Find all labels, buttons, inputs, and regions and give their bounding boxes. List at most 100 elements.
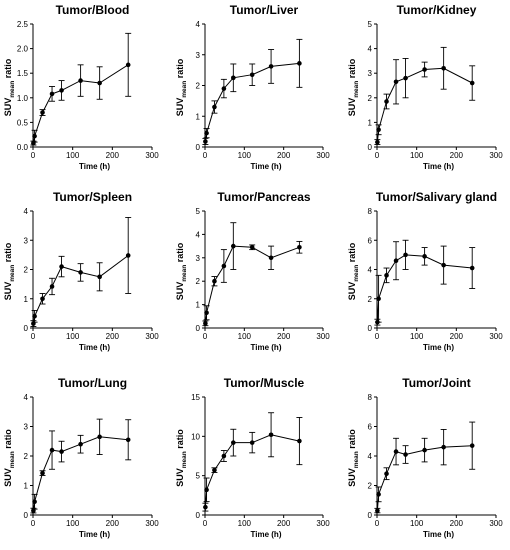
x-tick-label: 0 bbox=[203, 519, 208, 528]
y-tick-label: 0 bbox=[24, 511, 29, 520]
chart-panel-1: Tumor/Blood 0.0 0.5 1.0 1.5 2.0 2.5 0 100 200 300 T… bbox=[3, 3, 159, 171]
data-point bbox=[268, 255, 274, 261]
x-tick-label: 100 bbox=[66, 519, 80, 528]
data-point bbox=[125, 62, 131, 68]
y-axis-label: SUVmean ratio bbox=[175, 242, 188, 300]
data-point bbox=[384, 471, 389, 477]
y-axis-label: SUVmean ratio bbox=[175, 58, 188, 116]
data-point bbox=[376, 127, 381, 133]
x-tick-label: 200 bbox=[106, 332, 120, 341]
y-tick-label: 0.5 bbox=[17, 118, 29, 127]
x-tick-label: 200 bbox=[106, 519, 120, 528]
data-point bbox=[59, 264, 64, 269]
data-point bbox=[97, 434, 102, 440]
chart-panel-4: Tumor/Spleen 0 1 2 3 4 0 100 200 300 Time (h) SUVme… bbox=[3, 190, 159, 352]
x-tick-label: 100 bbox=[238, 151, 252, 160]
y-tick-label: 1 bbox=[368, 118, 373, 127]
y-tick-label: 4 bbox=[368, 45, 373, 54]
x-tick-label: 300 bbox=[316, 151, 330, 160]
chart-title: Tumor/Salivary gland bbox=[376, 190, 497, 204]
data-point bbox=[40, 296, 45, 302]
data-point bbox=[203, 504, 208, 510]
y-tick-label: 4 bbox=[24, 207, 29, 216]
data-point bbox=[403, 75, 408, 81]
y-tick-label: 2 bbox=[368, 94, 373, 103]
x-tick-label: 300 bbox=[316, 519, 330, 528]
y-tick-label: 2.0 bbox=[17, 45, 29, 54]
x-axis-label: Time (h) bbox=[423, 343, 454, 352]
data-point bbox=[203, 321, 208, 326]
chart-title: Tumor/Pancreas bbox=[217, 190, 310, 204]
data-point bbox=[59, 88, 64, 93]
x-tick-label: 200 bbox=[450, 332, 464, 341]
data-point bbox=[221, 263, 227, 269]
data-point bbox=[97, 80, 102, 86]
data-point bbox=[297, 244, 302, 250]
chart-title: Tumor/Kidney bbox=[397, 3, 477, 17]
series-line bbox=[32, 436, 129, 511]
data-point bbox=[469, 443, 475, 448]
y-tick-label: 1 bbox=[196, 112, 201, 121]
data-point bbox=[384, 273, 389, 278]
chart-title: Tumor/Joint bbox=[402, 376, 470, 390]
data-point bbox=[32, 499, 37, 505]
x-tick-label: 300 bbox=[145, 332, 159, 341]
x-tick-label: 200 bbox=[106, 151, 120, 160]
chart-panel-7: Tumor/Lung 0 1 2 3 4 0 100 200 300 Time (h) SUVmean… bbox=[3, 376, 159, 539]
x-axis-label: Time (h) bbox=[251, 530, 282, 539]
data-point bbox=[78, 441, 83, 447]
y-axis-label: SUVmean ratio bbox=[3, 242, 16, 300]
y-tick-label: 2 bbox=[368, 295, 373, 304]
data-point bbox=[422, 254, 427, 259]
x-tick-label: 0 bbox=[203, 151, 208, 160]
x-tick-label: 300 bbox=[145, 151, 159, 160]
data-point bbox=[231, 75, 236, 81]
y-tick-label: 2 bbox=[196, 82, 201, 91]
data-point bbox=[375, 508, 380, 513]
y-tick-label: 2 bbox=[196, 277, 201, 286]
y-tick-label: 4 bbox=[196, 230, 201, 239]
y-tick-label: 4 bbox=[196, 20, 201, 29]
data-point bbox=[32, 133, 37, 139]
y-tick-label: 3 bbox=[196, 51, 201, 60]
x-tick-label: 100 bbox=[238, 332, 252, 341]
data-point bbox=[297, 438, 302, 444]
data-point bbox=[469, 265, 475, 271]
chart-panel-6: Tumor/Salivary gland 0 2 4 6 8 0 100 200 300 Time … bbox=[347, 190, 503, 352]
data-point bbox=[212, 467, 217, 473]
x-tick-label: 300 bbox=[489, 151, 503, 160]
y-tick-label: 1.5 bbox=[17, 69, 29, 78]
y-tick-label: 8 bbox=[368, 393, 373, 402]
series-line bbox=[376, 67, 473, 143]
x-tick-label: 300 bbox=[316, 332, 330, 341]
data-point bbox=[32, 314, 37, 319]
data-point bbox=[212, 104, 217, 110]
chart-panel-3: Tumor/Kidney 0 1 2 3 4 5 0 100 200 300 Time (h) SUVm… bbox=[347, 3, 503, 171]
x-tick-label: 200 bbox=[277, 151, 291, 160]
y-tick-label: 5 bbox=[196, 472, 201, 481]
y-tick-label: 8 bbox=[368, 207, 373, 216]
x-tick-label: 0 bbox=[375, 151, 380, 160]
data-point bbox=[422, 447, 427, 453]
y-tick-label: 3 bbox=[24, 236, 29, 245]
data-point bbox=[393, 258, 399, 264]
x-tick-label: 100 bbox=[66, 332, 80, 341]
x-tick-label: 0 bbox=[375, 519, 380, 528]
y-axis-label: SUVmean ratio bbox=[175, 429, 188, 487]
y-tick-label: 0 bbox=[24, 324, 29, 333]
series-line bbox=[204, 434, 300, 508]
series-line bbox=[376, 254, 473, 323]
data-point bbox=[403, 452, 408, 457]
chart-panel-5: Tumor/Pancreas 0 1 2 3 4 5 0 100 200 300 Time (h) SU… bbox=[175, 190, 330, 352]
x-tick-label: 200 bbox=[450, 519, 464, 528]
data-point bbox=[249, 440, 255, 445]
y-tick-label: 1.0 bbox=[17, 94, 29, 103]
data-point bbox=[221, 86, 227, 91]
data-point bbox=[249, 72, 255, 78]
x-axis-label: Time (h) bbox=[79, 162, 110, 171]
data-point bbox=[203, 139, 208, 144]
x-tick-label: 300 bbox=[489, 332, 503, 341]
data-point bbox=[393, 449, 399, 454]
data-point bbox=[40, 110, 45, 115]
data-point bbox=[441, 444, 446, 450]
